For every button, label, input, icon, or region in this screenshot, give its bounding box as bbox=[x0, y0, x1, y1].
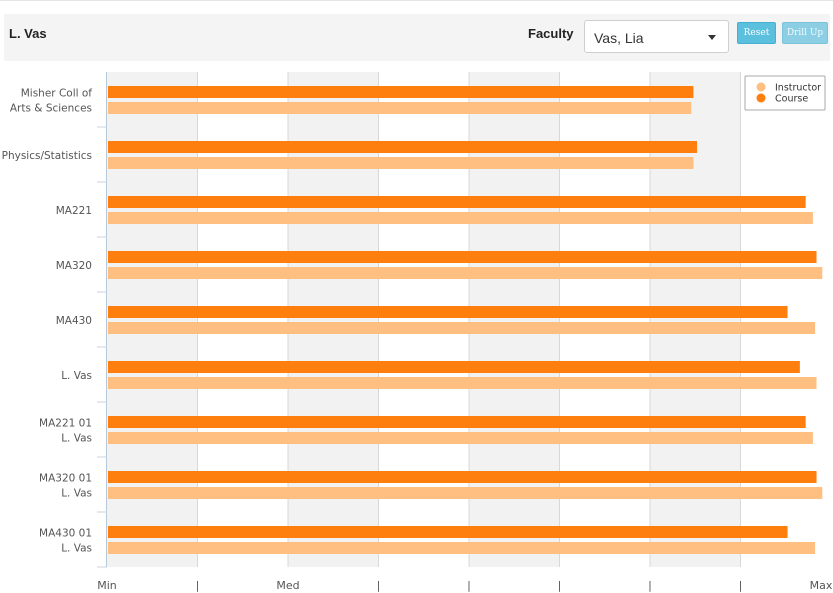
x-tick-label: | bbox=[739, 579, 743, 592]
bar-instructor bbox=[108, 212, 813, 224]
category-label-line: MA430 01 bbox=[39, 528, 92, 540]
bar-instructor bbox=[108, 542, 816, 554]
category-label: MA320 bbox=[56, 260, 92, 272]
reset-button[interactable]: Reset bbox=[737, 22, 776, 44]
category-label-line: MA320 bbox=[56, 260, 92, 272]
bar-course bbox=[108, 416, 806, 428]
category-label-line: MA221 bbox=[56, 205, 92, 217]
bar-course bbox=[108, 306, 788, 318]
category-label: MA320 01 L. Vas bbox=[39, 473, 92, 500]
bar-instructor bbox=[108, 487, 823, 499]
bar-chart: Misher Coll of Arts & Sciences Physics/Sta… bbox=[2, 72, 833, 592]
category-label-line: Misher Coll of bbox=[21, 88, 93, 100]
x-tick-label: | bbox=[648, 579, 652, 592]
bar-course bbox=[108, 361, 800, 373]
category-label-line: Physics/Statistics bbox=[2, 150, 92, 162]
category-label: Misher Coll of Arts & Sciences bbox=[10, 88, 92, 115]
bar-course bbox=[108, 141, 698, 153]
bar-instructor bbox=[108, 267, 823, 279]
category-label: Physics/Statistics bbox=[2, 150, 92, 162]
faculty-select[interactable]: Vas, Lia bbox=[584, 20, 729, 53]
legend-marker-course bbox=[756, 93, 766, 103]
bar-instructor bbox=[108, 157, 694, 169]
x-tick-label: | bbox=[558, 579, 562, 592]
bar-instructor bbox=[108, 322, 816, 334]
legend-label-instructor: Instructor bbox=[775, 83, 821, 94]
category-label-line: MA221 01 bbox=[39, 418, 92, 430]
bar-course bbox=[108, 86, 694, 98]
bar-course bbox=[108, 526, 788, 538]
category-label-line: MA320 01 bbox=[39, 473, 92, 485]
chevron-down-icon bbox=[708, 35, 716, 40]
x-tick-label: | bbox=[377, 579, 381, 592]
category-label-line: Arts & Sciences bbox=[10, 103, 92, 115]
page-title: L. Vas bbox=[9, 26, 47, 41]
bar-instructor bbox=[108, 102, 692, 114]
grid-band bbox=[288, 72, 379, 567]
bar-course bbox=[108, 251, 817, 263]
bar-instructor bbox=[108, 377, 817, 389]
faculty-label: Faculty bbox=[528, 26, 574, 41]
header-bar: L. Vas Faculty Vas, Lia Reset Drill Up bbox=[0, 0, 833, 64]
category-label: L. Vas bbox=[61, 370, 92, 382]
category-label: MA430 01 L. Vas bbox=[39, 528, 92, 555]
legend-label-course: Course bbox=[775, 94, 808, 105]
x-tick-label: | bbox=[196, 579, 200, 592]
bar-instructor bbox=[108, 432, 813, 444]
category-label: MA221 bbox=[56, 205, 92, 217]
category-label-line: MA430 bbox=[56, 315, 92, 327]
category-label-line: L. Vas bbox=[61, 543, 92, 555]
grid-band bbox=[107, 72, 198, 567]
category-label: MA221 01 L. Vas bbox=[39, 418, 92, 445]
legend-marker-instructor bbox=[756, 82, 766, 92]
x-tick-label: | bbox=[467, 579, 471, 592]
legend-box bbox=[744, 75, 826, 111]
x-tick-label: Max bbox=[810, 579, 833, 592]
x-tick-label: Min bbox=[97, 579, 117, 592]
bar-course bbox=[108, 471, 817, 483]
x-tick-label: Med bbox=[276, 579, 299, 592]
faculty-select-value: Vas, Lia bbox=[594, 30, 644, 46]
category-label-line: L. Vas bbox=[61, 370, 92, 382]
grid-band bbox=[650, 72, 741, 567]
bar-course bbox=[108, 196, 806, 208]
grid-band bbox=[469, 72, 560, 567]
category-label: MA430 bbox=[56, 315, 92, 327]
category-label-line: L. Vas bbox=[61, 488, 92, 500]
category-label-line: L. Vas bbox=[61, 433, 92, 445]
drill-up-button[interactable]: Drill Up bbox=[782, 22, 828, 44]
